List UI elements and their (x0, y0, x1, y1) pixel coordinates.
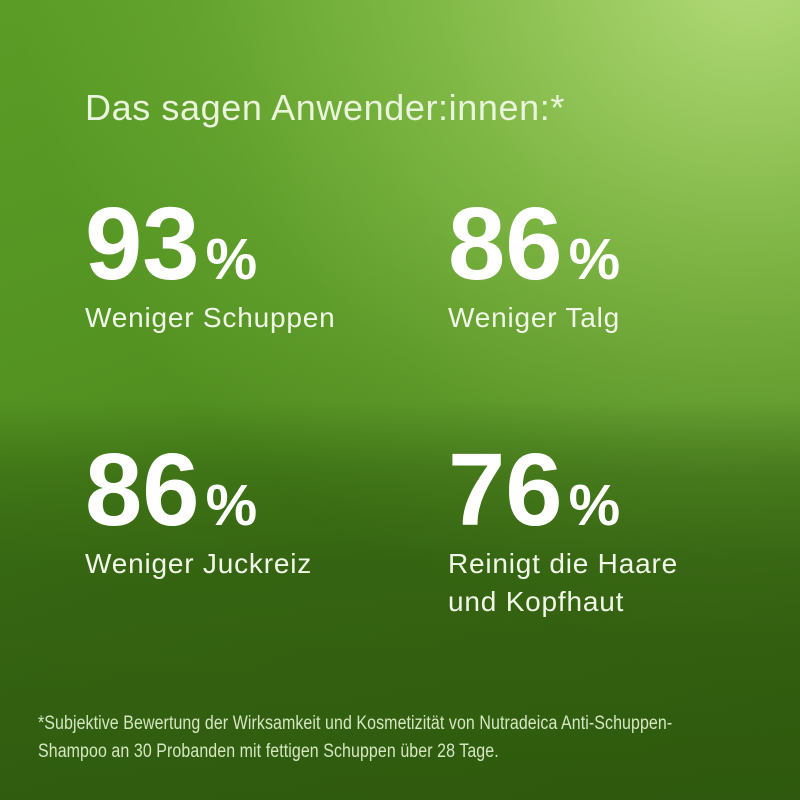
page-title: Das sagen Anwender:innen:* (85, 87, 565, 128)
percent-sign: % (568, 473, 621, 538)
stat-number-row: 76 % (448, 438, 793, 541)
stat-number-row: 93 % (85, 192, 430, 295)
stat-label: Weniger Talg (448, 302, 620, 333)
percent-sign: % (205, 473, 258, 538)
stat-weniger-schuppen: 93 % Weniger Schuppen (85, 192, 430, 337)
percent-sign: % (568, 227, 621, 292)
stat-label: Weniger Juckreiz (85, 548, 313, 579)
percent-sign: % (205, 227, 258, 292)
stat-value: 86 (448, 186, 563, 301)
stat-label: Reinigt die Haare und Kopfhaut (448, 548, 678, 617)
stat-value: 76 (448, 432, 563, 547)
study-footnote: *Subjektive Bewertung der Wirksamkeit un… (38, 713, 673, 762)
stat-weniger-juckreiz: 86 % Weniger Juckreiz (85, 438, 430, 583)
stat-label: Weniger Schuppen (85, 302, 336, 333)
stat-reinigt-haare-kopfhaut: 76 % Reinigt die Haare und Kopfhaut (448, 438, 793, 621)
stat-number-row: 86 % (85, 438, 430, 541)
stat-value: 93 (85, 186, 200, 301)
stat-value: 86 (85, 432, 200, 547)
stat-number-row: 86 % (448, 192, 793, 295)
stat-weniger-talg: 86 % Weniger Talg (448, 192, 793, 337)
